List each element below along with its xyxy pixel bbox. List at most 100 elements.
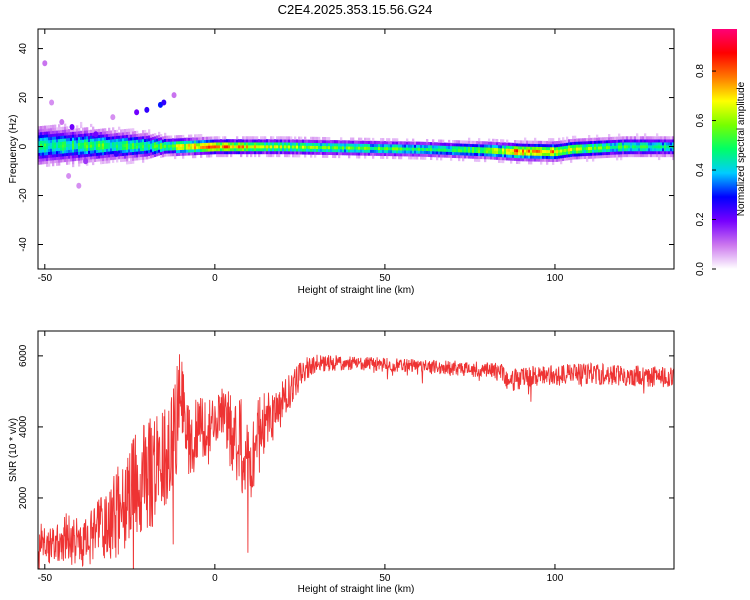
heatmap-cell (162, 136, 165, 140)
heatmap-cell (108, 130, 111, 134)
heatmap-cell (656, 148, 659, 152)
heatmap-cell (108, 139, 111, 143)
heatmap-cell (458, 146, 461, 150)
heatmap-cell (664, 136, 667, 140)
heatmap-cell (480, 152, 483, 157)
heatmap-cell (340, 149, 343, 153)
heatmap-cell (560, 140, 563, 144)
heatmap-cell (210, 145, 213, 149)
heatmap-cell (120, 129, 123, 133)
heatmap-cell (78, 142, 81, 146)
heatmap-cell (44, 152, 47, 156)
heatmap-cell (604, 151, 607, 156)
heatmap-cell (634, 145, 637, 149)
heatmap-cell (128, 152, 131, 156)
heatmap-cell (152, 136, 155, 140)
heatmap-cell (312, 145, 315, 149)
heatmap-cell (484, 155, 487, 160)
heatmap-cell (138, 151, 141, 155)
heatmap-cell (76, 125, 79, 129)
heatmap-cell (584, 152, 587, 157)
heatmap-cell (72, 149, 75, 153)
heatmap-cell (566, 148, 569, 152)
heatmap-cell (52, 145, 55, 149)
heatmap-cell (100, 152, 103, 156)
heatmap-cell (558, 155, 561, 159)
heatmap-cell (160, 134, 163, 138)
heatmap-cell (50, 145, 53, 149)
heatmap-cell (618, 145, 621, 149)
heatmap-cell (56, 142, 59, 146)
heatmap-cell (628, 153, 631, 158)
heatmap-cell (496, 147, 499, 152)
heatmap-cell (288, 145, 291, 149)
heatmap-cell (524, 158, 527, 162)
heatmap-cell (332, 154, 335, 159)
heatmap-cell (272, 148, 275, 152)
heatmap-cell (44, 157, 47, 162)
heatmap-cell (48, 131, 51, 135)
heatmap-cell (106, 139, 109, 143)
heatmap-cell (252, 142, 255, 146)
heatmap-cell (412, 156, 415, 160)
heatmap-cell (194, 149, 197, 153)
heatmap-cell (484, 141, 487, 145)
heatmap-cell (146, 150, 149, 154)
heatmap-cell (650, 136, 653, 140)
heatmap-cell (540, 152, 543, 156)
heatmap-cell (618, 139, 621, 143)
heatmap-cell (572, 144, 575, 148)
heatmap-cell (424, 147, 427, 151)
heatmap-cell (468, 137, 471, 141)
heatmap-cell (322, 136, 325, 141)
heatmap-cell (254, 150, 257, 155)
heatmap-cell (372, 155, 375, 159)
heatmap-cell (396, 138, 399, 142)
heatmap-cell (150, 149, 153, 153)
heatmap-cell (614, 142, 617, 146)
heatmap-cell (494, 138, 497, 143)
heatmap-cell (264, 136, 267, 140)
heatmap-cell (82, 157, 85, 161)
heatmap-cell (240, 148, 243, 152)
heatmap-cell (312, 142, 315, 146)
heatmap-cell (116, 129, 119, 134)
heatmap-cell (176, 135, 179, 139)
heatmap-cell (52, 136, 55, 140)
heatmap-cell (484, 147, 487, 151)
heatmap-cell (118, 126, 121, 130)
heatmap-cell (156, 135, 159, 139)
heatmap-cell (214, 148, 217, 152)
heatmap-cell (462, 158, 465, 162)
heatmap-cell (640, 150, 643, 155)
heatmap-cell (548, 152, 551, 157)
heatmap-cell (618, 154, 621, 158)
heatmap-cell (102, 140, 105, 144)
heatmap-cell (616, 136, 619, 140)
heatmap-cell (134, 139, 137, 144)
heatmap-cell (182, 149, 185, 153)
colorbar-axes: 0.00.20.40.60.8 (695, 64, 716, 276)
heatmap-cell (320, 139, 323, 144)
heatmap-cell (208, 151, 211, 155)
heatmap-cell (310, 145, 313, 149)
heatmap-cell (566, 157, 569, 161)
heatmap-cell (518, 160, 521, 165)
heatmap-feature (76, 182, 82, 189)
heatmap-cell (194, 143, 197, 147)
heatmap-cell (338, 154, 341, 159)
heatmap-cell (216, 139, 219, 143)
heatmap-cell (112, 136, 115, 140)
heatmap-cell (670, 150, 673, 155)
heatmap-cell (386, 138, 389, 142)
heatmap-cell (334, 154, 337, 159)
heatmap-cell (318, 145, 321, 149)
heatmap-cell (174, 135, 177, 139)
heatmap-cell (44, 128, 47, 132)
heatmap-cell (80, 145, 83, 149)
heatmap-cell (166, 150, 169, 154)
heatmap-cell (198, 142, 201, 147)
heatmap-cell (250, 148, 253, 152)
heatmap-cell (498, 142, 501, 146)
heatmap-cell (368, 143, 371, 147)
